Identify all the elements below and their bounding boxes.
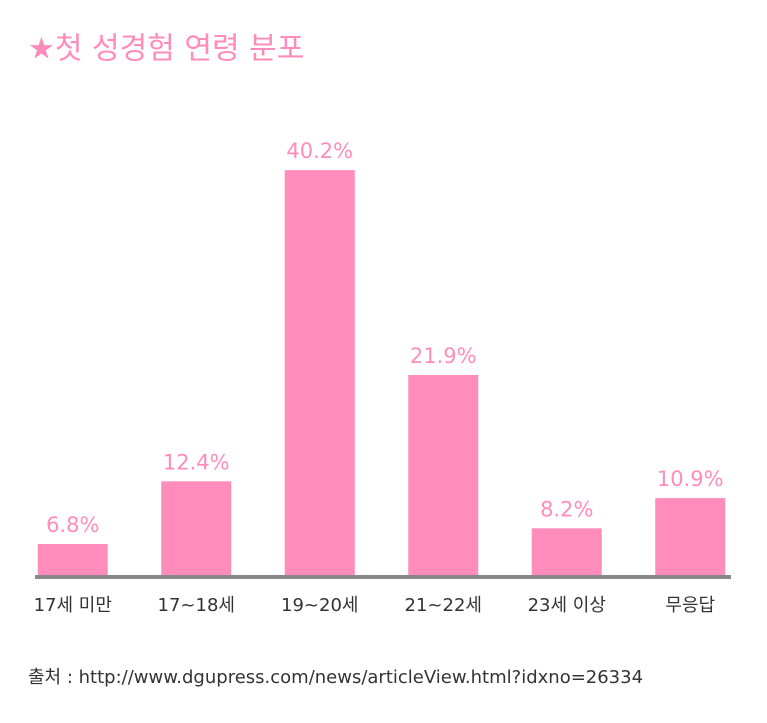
bar	[655, 498, 726, 577]
source-note: 출처 : http://www.dgupress.com/news/articl…	[28, 667, 643, 688]
bar	[161, 481, 232, 577]
value-label: 6.8%	[46, 513, 99, 537]
bar	[284, 170, 355, 577]
bar	[408, 374, 479, 577]
value-label: 10.9%	[657, 467, 724, 491]
value-label: 21.9%	[410, 344, 477, 368]
x-tick-label: 23세 이상	[528, 595, 606, 616]
x-tick-label: 무응답	[665, 595, 715, 616]
value-label: 12.4%	[163, 450, 230, 474]
x-tick-label: 17~18세	[158, 595, 235, 616]
bar	[37, 543, 108, 577]
x-tick-label: 21~22세	[405, 595, 482, 616]
chart-title: ★첫 성경험 연령 분포	[28, 32, 304, 67]
x-tick-label: 19~20세	[281, 595, 358, 616]
x-tick-label: 17세 미만	[34, 595, 112, 616]
value-label: 8.2%	[540, 497, 593, 521]
bar	[531, 528, 602, 577]
value-label: 40.2%	[286, 139, 353, 163]
